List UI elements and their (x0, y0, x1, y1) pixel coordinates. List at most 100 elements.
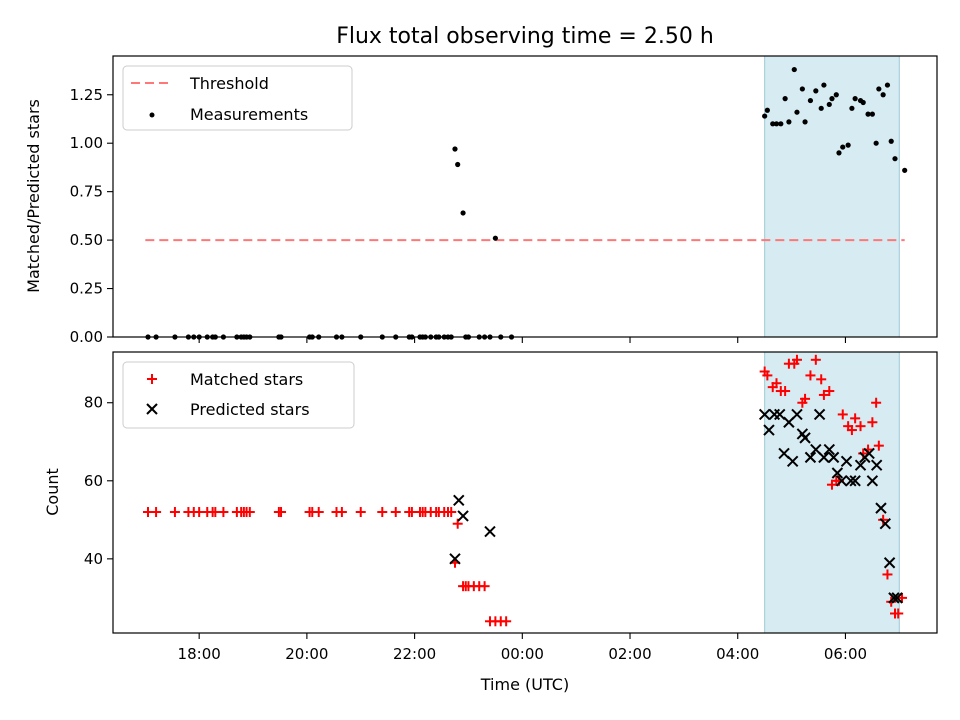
top-y-tick-label: 0.25 (70, 280, 103, 298)
bottom-x-ticks: 18:00 20:00 22:00 00:00 02:00 04:00 06:00 (178, 633, 867, 663)
matched-star-point (762, 370, 773, 381)
matched-star-point (780, 386, 791, 397)
measurement-point (791, 66, 797, 73)
top-panel: 0.00 0.25 0.50 0.75 1.00 1.25 Flux total obse… (24, 24, 938, 346)
matched-star-point (818, 389, 829, 400)
top-observing-window-span (764, 55, 900, 338)
measurement-point (762, 113, 768, 119)
legend-measurements-label: Measurements (190, 105, 308, 124)
predicted-star-point (879, 518, 892, 530)
measurement-point (770, 121, 776, 127)
matched-star-point (855, 421, 866, 432)
matched-star-point (151, 507, 162, 518)
matched-star-point (218, 507, 229, 518)
legend-matched-marker (147, 374, 157, 384)
measurement-point (452, 146, 458, 152)
top-y-tick-label: 1.25 (70, 86, 103, 104)
matched-star-point (810, 354, 821, 365)
measurement-point (826, 101, 832, 108)
measurement-point (888, 138, 894, 144)
bottom-legend: Matched stars Predicted stars (122, 361, 355, 429)
bottom-plot-frame (112, 351, 938, 634)
measurement-point (840, 144, 846, 150)
measurement-point (782, 96, 788, 102)
x-axis-label: Time (UTC) (480, 675, 569, 694)
predicted-star-point (804, 451, 817, 464)
matched-star-point (244, 507, 255, 518)
predicted-star-point (840, 455, 853, 467)
matched-star-point (846, 425, 857, 436)
legend-measurements-swatch (149, 112, 155, 118)
predicted-star-point (854, 459, 867, 471)
chart-title: Flux total observing time = 2.50 h (336, 24, 714, 49)
bottom-x-tick-label: 22:00 (393, 645, 436, 663)
top-y-tick-label: 1.00 (70, 134, 103, 152)
top-y-ticks: 0.00 0.25 0.50 0.75 1.00 1.25 (70, 86, 113, 346)
predicted-star-point (891, 592, 903, 604)
measurement-point (807, 97, 814, 104)
predicted-star-point (453, 494, 465, 507)
predicted-star-point (791, 408, 803, 421)
predicted-star-point (818, 451, 830, 464)
legend-predicted-label: Predicted stars (190, 400, 310, 419)
matched-star-point (169, 507, 180, 518)
top-legend-box (122, 65, 353, 131)
legend-matched-label: Matched stars (190, 370, 303, 389)
predicted-star-point (763, 424, 775, 436)
measurement-point (460, 210, 466, 216)
predicted-star-point (786, 455, 799, 467)
predicted-star-point (888, 592, 900, 604)
matched-star-point (501, 616, 512, 627)
matched-star-point (336, 507, 347, 518)
top-y-tick-label: 0.50 (70, 231, 103, 249)
top-y-tick-label: 0.00 (70, 328, 103, 346)
measurement-point (455, 161, 461, 168)
measurement-point (873, 140, 879, 146)
measurement-point (884, 82, 891, 88)
matched-star-point (479, 581, 490, 592)
top-x-ticks (198, 337, 846, 343)
bottom-panel: 40 60 80 18:00 20:00 22:00 00:00 02:00 04:00 06:… (43, 351, 938, 694)
top-y-axis-label: Matched/Predicted stars (24, 99, 43, 293)
matched-star-point (896, 592, 907, 603)
predicted-star-point (870, 459, 883, 471)
measurement-point (773, 121, 780, 127)
predicted-star-point (457, 510, 469, 522)
bottom-y-tick-label: 40 (84, 550, 103, 568)
legend-matched-swatch (147, 374, 157, 384)
predicted-star-points (449, 408, 903, 604)
matched-star-points (143, 354, 907, 627)
matched-star-point (893, 608, 904, 619)
predicted-star-point (813, 408, 826, 421)
bottom-y-axis-label: Count (43, 468, 62, 516)
matched-star-point (850, 413, 861, 424)
bottom-y-tick-label: 60 (84, 472, 103, 490)
predicted-star-point (774, 408, 786, 421)
bottom-x-tick-label: 20:00 (285, 645, 328, 663)
predicted-star-point (883, 557, 896, 569)
measurement-point (852, 96, 858, 102)
predicted-star-point (484, 525, 496, 538)
measurement-point (892, 156, 898, 162)
matched-star-point (871, 397, 882, 408)
legend-predicted-marker (146, 403, 158, 415)
measurement-point (794, 109, 800, 115)
matched-star-point (873, 440, 884, 451)
predicted-star-point (831, 467, 844, 479)
measurement-point (860, 99, 866, 106)
matched-star-point (800, 393, 811, 404)
measurement-point (799, 86, 805, 92)
matched-star-point (377, 507, 388, 518)
matched-star-point (878, 514, 889, 525)
legend-predicted-swatch (146, 403, 158, 415)
measurement-point (836, 150, 842, 156)
measurement-point (902, 167, 908, 173)
matched-star-point (816, 374, 827, 385)
matched-star-point (824, 386, 835, 397)
matched-star-point (867, 417, 878, 428)
bottom-x-tick-label: 04:00 (716, 645, 759, 663)
matched-star-point (276, 507, 287, 518)
bottom-legend-box (122, 361, 355, 429)
bottom-x-tick-label: 00:00 (501, 645, 544, 663)
